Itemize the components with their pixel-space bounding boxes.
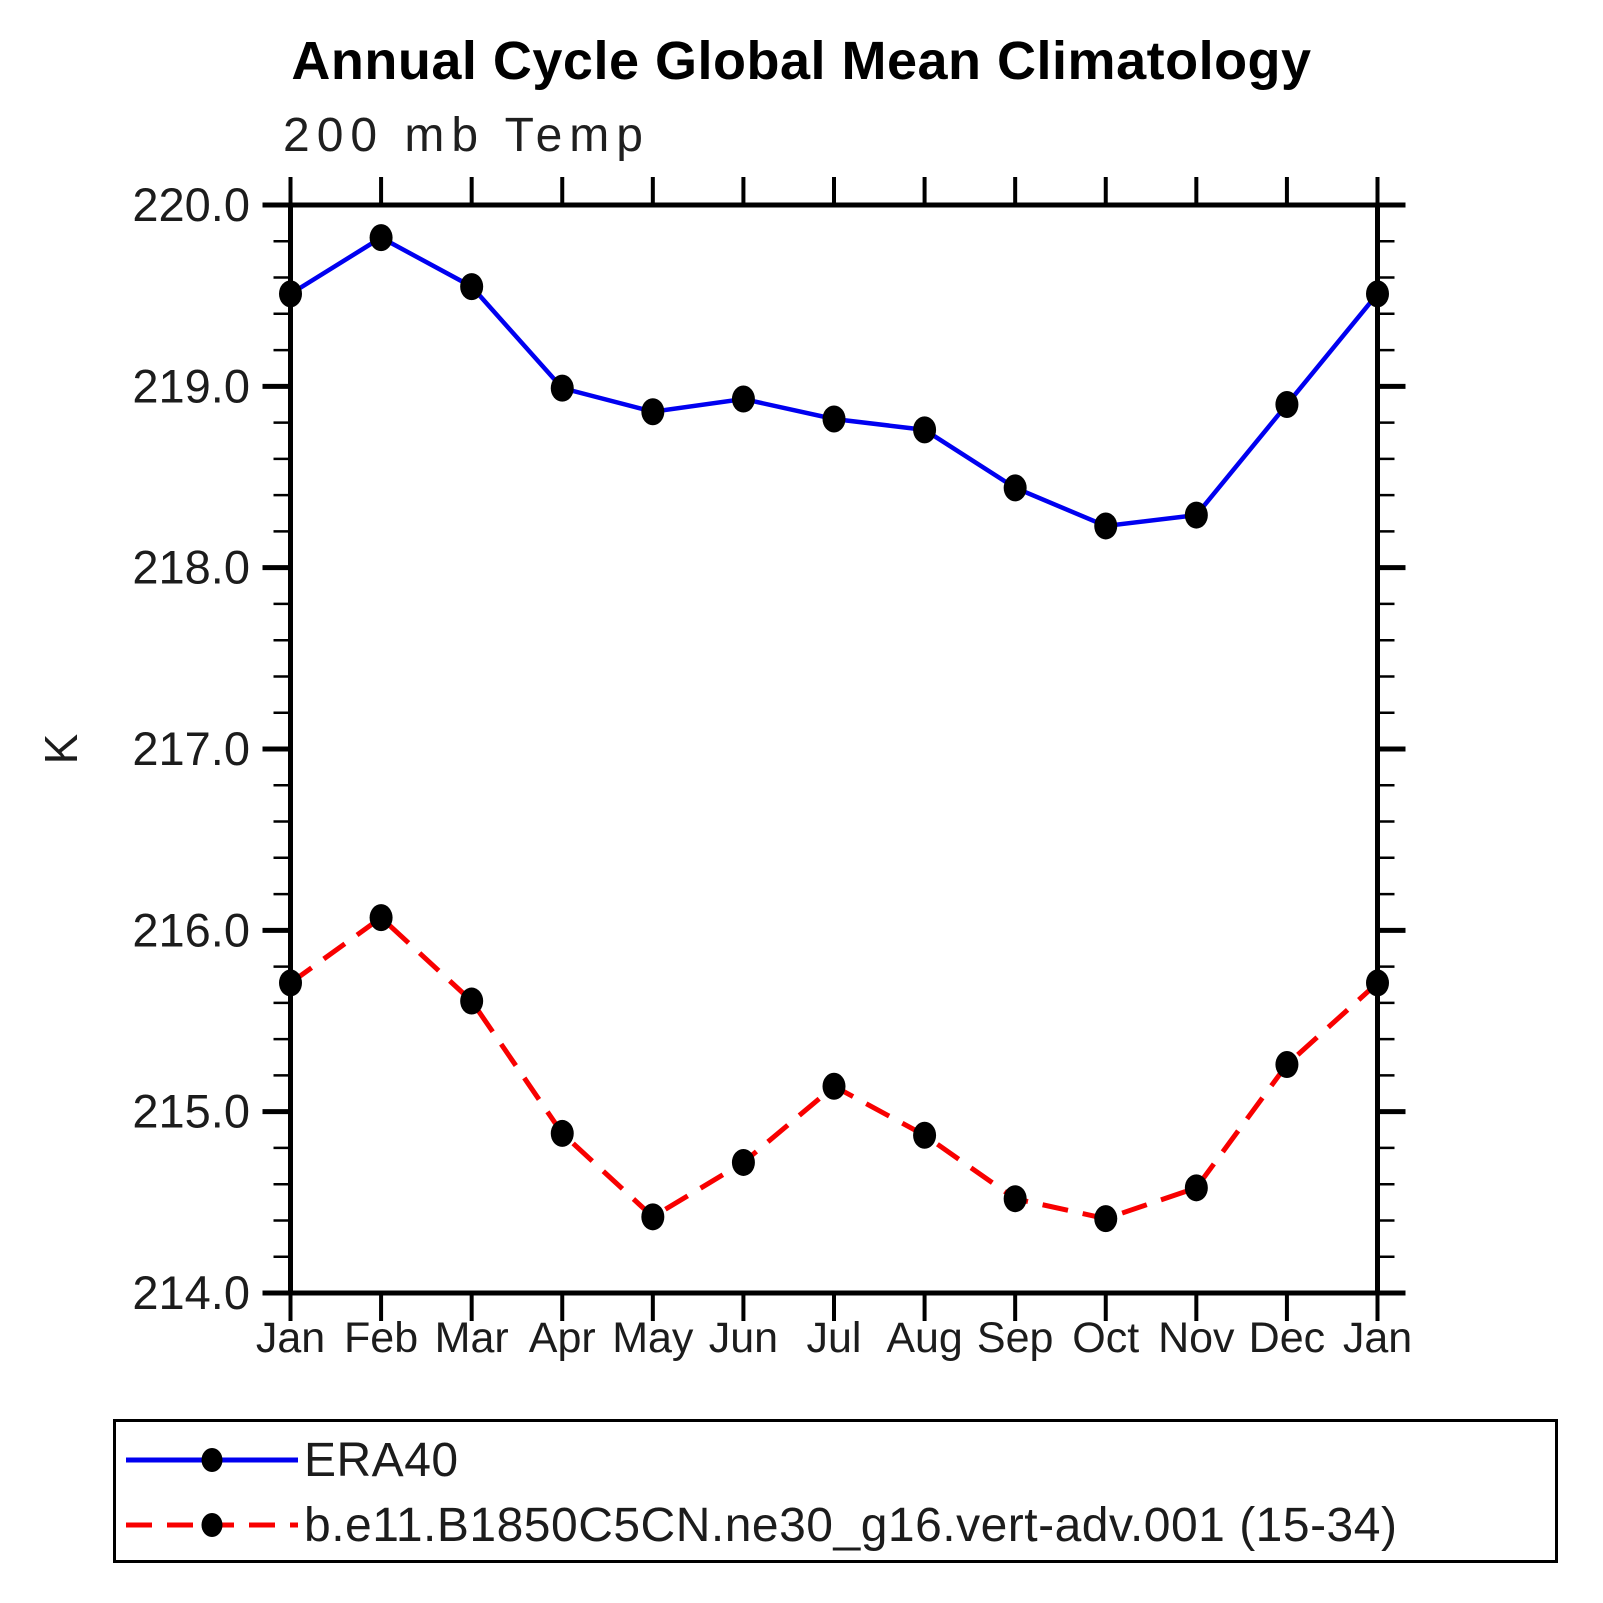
data-point-marker-era40 [913,416,937,444]
data-point-marker-model [1094,1205,1118,1233]
legend-line-solid-icon [126,1448,298,1472]
legend: ERA40 b.e11.B1850C5CN.ne30_g16.vert-adv.… [113,1419,1558,1563]
data-point-marker-model [822,1072,846,1100]
data-point-marker-model [550,1119,574,1147]
data-point-marker-model [1366,969,1389,997]
x-tick-label: Dec [1249,1314,1325,1362]
series-line-model [289,914,1380,1222]
data-point-marker-era40 [1275,390,1299,418]
series-line-era40 [289,235,1380,529]
axis-frame [288,202,1380,1296]
x-tick-label: Apr [529,1314,596,1362]
y-tick-label: 218.0 [132,541,250,594]
y-tick-label: 220.0 [132,178,250,231]
data-point-marker-era40 [1003,474,1027,502]
data-point-marker-era40 [1366,280,1389,308]
data-point-marker-era40 [279,280,302,308]
data-point-marker-era40 [369,224,393,252]
data-point-marker-model [641,1203,665,1231]
data-point-marker-era40 [1184,501,1208,529]
data-point-marker-era40 [641,398,665,426]
chart-subtitle: 200 mb Temp [283,109,650,162]
y-tick-label: 214.0 [132,1266,250,1319]
x-tick-label: Jan [256,1314,325,1362]
x-tick-label: Oct [1072,1314,1139,1362]
data-point-marker-era40 [1094,512,1118,540]
data-point-marker-model [369,904,393,932]
data-point-marker-era40 [731,385,755,413]
data-point-marker-model [279,969,302,997]
data-point-marker-era40 [460,273,484,301]
legend-label-model: b.e11.B1850C5CN.ne30_g16.vert-adv.001 (1… [304,1498,1398,1552]
data-point-marker-model [460,987,484,1015]
x-tick-label: Feb [344,1314,418,1362]
legend-line-dashed-icon [126,1513,298,1537]
x-tick-label: May [612,1314,694,1362]
legend-label-era40: ERA40 [304,1433,459,1487]
y-tick-label: 215.0 [132,1085,250,1138]
data-point-marker-model [1275,1051,1299,1079]
chart-title: Annual Cycle Global Mean Climatology [291,31,1312,91]
x-tick-label: Aug [886,1314,963,1362]
data-point-marker-model [913,1121,937,1149]
x-tick-label: Nov [1158,1314,1235,1362]
legend-item-model: b.e11.B1850C5CN.ne30_g16.vert-adv.001 (1… [122,1499,1397,1552]
x-tick-label: Jul [807,1314,862,1362]
legend-item-era40: ERA40 [122,1434,459,1487]
y-tick-label: 217.0 [132,722,250,775]
data-point-marker-model [1003,1185,1027,1213]
y-tick-label: 216.0 [132,903,250,956]
data-point-marker-era40 [550,374,574,402]
x-tick-label: Mar [435,1314,509,1362]
x-tick-label: Sep [977,1314,1054,1362]
x-tick-label: Jun [709,1314,778,1362]
y-axis-label: K [35,733,87,764]
y-tick-label: 219.0 [132,359,250,412]
x-tick-label: Jan [1343,1314,1412,1362]
data-point-marker-era40 [822,405,846,433]
data-point-marker-model [1184,1174,1208,1202]
data-point-marker-model [731,1148,755,1176]
